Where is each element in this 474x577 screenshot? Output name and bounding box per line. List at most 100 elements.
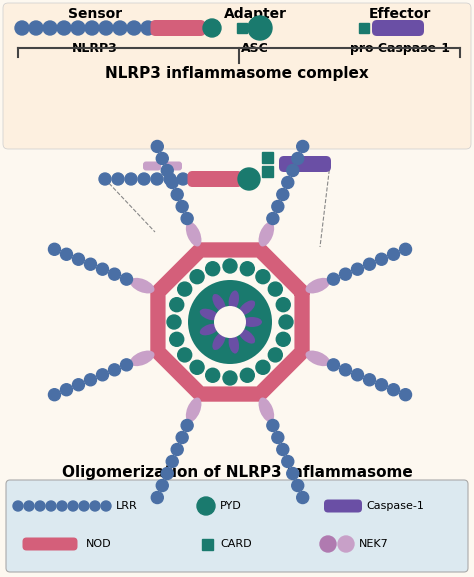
Text: LRR: LRR [116,501,138,511]
Circle shape [320,536,336,552]
Ellipse shape [186,222,201,246]
Ellipse shape [186,398,201,422]
Circle shape [388,384,400,396]
Ellipse shape [242,317,262,327]
Circle shape [125,173,137,185]
Circle shape [277,444,289,455]
Ellipse shape [200,309,219,320]
Circle shape [48,243,61,255]
Circle shape [151,173,163,185]
Circle shape [161,467,173,479]
FancyBboxPatch shape [22,538,78,550]
FancyBboxPatch shape [6,480,468,572]
Circle shape [287,164,299,177]
Circle shape [276,298,290,312]
Text: NLRP3 inflammasome complex: NLRP3 inflammasome complex [105,66,369,81]
FancyBboxPatch shape [143,162,161,170]
Circle shape [13,501,23,511]
Circle shape [190,173,202,185]
Circle shape [197,497,215,515]
Circle shape [181,212,193,224]
Circle shape [190,269,204,284]
Bar [237,23,247,33]
Circle shape [338,536,354,552]
Circle shape [109,364,120,376]
Circle shape [84,374,97,386]
Circle shape [375,253,388,265]
Circle shape [156,152,168,164]
Circle shape [256,360,270,374]
Circle shape [297,140,309,152]
Text: Oligomerization of NLRP3 inflammasome: Oligomerization of NLRP3 inflammasome [62,465,412,480]
Circle shape [238,168,260,190]
Circle shape [272,432,284,444]
Ellipse shape [212,332,226,350]
Text: Effector: Effector [369,7,431,21]
Circle shape [282,177,294,189]
Text: NLRP3: NLRP3 [72,42,118,55]
Circle shape [71,21,85,35]
FancyBboxPatch shape [188,171,243,187]
Circle shape [188,280,272,364]
Circle shape [272,201,284,212]
Circle shape [61,384,73,396]
Circle shape [113,21,127,35]
Text: CARD: CARD [220,539,252,549]
Ellipse shape [228,334,239,354]
FancyBboxPatch shape [324,500,362,512]
Circle shape [46,501,56,511]
Circle shape [73,379,84,391]
Text: ASC: ASC [241,42,269,55]
Circle shape [151,140,163,152]
Circle shape [112,173,124,185]
Circle shape [240,262,255,276]
Circle shape [214,306,246,338]
Bar [359,23,369,33]
Circle shape [400,243,411,255]
Circle shape [268,348,283,362]
Ellipse shape [228,290,239,310]
Text: NEK7: NEK7 [359,539,389,549]
Circle shape [177,173,189,185]
FancyBboxPatch shape [164,162,182,170]
Circle shape [141,21,155,35]
FancyBboxPatch shape [372,20,424,36]
Ellipse shape [212,294,226,312]
Circle shape [97,263,109,275]
Circle shape [178,282,191,296]
Circle shape [24,501,34,511]
Circle shape [292,479,304,492]
FancyBboxPatch shape [279,156,331,172]
Circle shape [352,369,364,381]
Ellipse shape [306,278,330,294]
Circle shape [61,248,73,260]
Text: pro Caspase-1: pro Caspase-1 [350,42,450,55]
Text: NOD: NOD [86,539,111,549]
Ellipse shape [238,329,255,344]
Circle shape [328,359,339,371]
Circle shape [267,212,279,224]
Circle shape [35,501,45,511]
Circle shape [109,268,120,280]
Circle shape [297,492,309,504]
FancyBboxPatch shape [151,20,206,36]
Circle shape [181,419,193,432]
Circle shape [127,21,141,35]
Circle shape [190,360,204,374]
Circle shape [287,467,299,479]
Circle shape [120,359,133,371]
Circle shape [85,21,99,35]
Circle shape [364,258,375,270]
Ellipse shape [258,222,274,246]
Circle shape [166,177,178,189]
Circle shape [29,21,43,35]
Circle shape [248,16,272,40]
Text: PYD: PYD [220,501,242,511]
Circle shape [339,268,352,280]
Circle shape [156,479,168,492]
Circle shape [203,19,221,37]
Ellipse shape [130,278,155,294]
Circle shape [176,432,188,444]
Circle shape [364,374,375,386]
Bar [263,152,273,163]
